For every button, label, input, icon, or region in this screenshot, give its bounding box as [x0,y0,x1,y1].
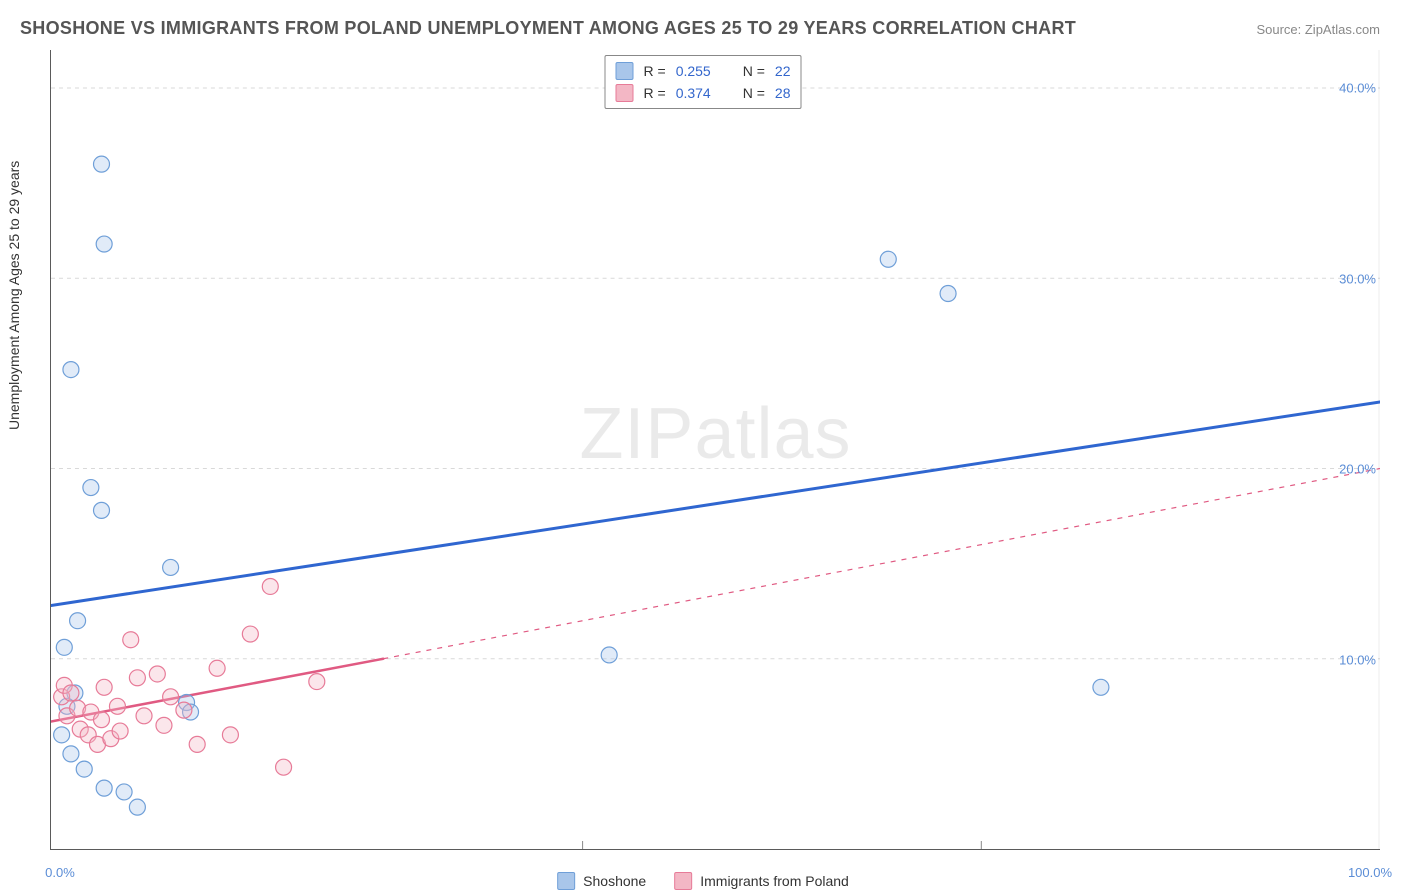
x-tick-label: 100.0% [1348,865,1392,880]
swatch-pink-icon [674,872,692,890]
r-value-poland: 0.374 [676,85,711,101]
correlation-chart: SHOSHONE VS IMMIGRANTS FROM POLAND UNEMP… [0,0,1406,892]
r-label: R = [644,63,666,79]
chart-title: SHOSHONE VS IMMIGRANTS FROM POLAND UNEMP… [20,18,1076,39]
n-label: N = [743,63,765,79]
series-label-poland: Immigrants from Poland [700,873,849,889]
series-label-shoshone: Shoshone [583,873,646,889]
x-tick-label: 0.0% [45,865,75,880]
series-legend: Shoshone Immigrants from Poland [557,872,849,890]
n-value-shoshone: 22 [775,63,791,79]
y-tick-label: 20.0% [1339,462,1376,477]
series-legend-poland: Immigrants from Poland [674,872,849,890]
r-value-shoshone: 0.255 [676,63,711,79]
plot-area: ZIPatlas [50,50,1380,850]
swatch-blue-icon [616,62,634,80]
r-label: R = [644,85,666,101]
stats-legend-row-shoshone: R = 0.255 N = 22 [616,60,791,82]
series-legend-shoshone: Shoshone [557,872,646,890]
plot-svg [51,50,1380,849]
y-axis-label: Unemployment Among Ages 25 to 29 years [6,161,22,430]
swatch-blue-icon [557,872,575,890]
y-tick-label: 10.0% [1339,652,1376,667]
y-tick-label: 40.0% [1339,81,1376,96]
n-label: N = [743,85,765,101]
source-label: Source: ZipAtlas.com [1256,22,1380,37]
stats-legend: R = 0.255 N = 22 R = 0.374 N = 28 [605,55,802,109]
y-tick-label: 30.0% [1339,271,1376,286]
stats-legend-row-poland: R = 0.374 N = 28 [616,82,791,104]
swatch-pink-icon [616,84,634,102]
n-value-poland: 28 [775,85,791,101]
